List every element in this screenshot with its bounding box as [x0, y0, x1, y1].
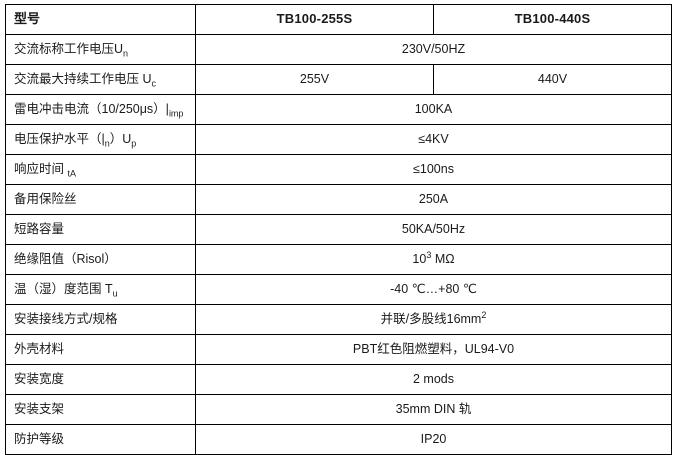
row-value-cell: -40 ℃…+80 ℃	[195, 274, 672, 305]
row-label-cell: 安装宽度	[5, 364, 196, 395]
row-label-cell: 响应时间 tA	[5, 154, 196, 185]
table-row: 安装支架 35mm DIN 轨	[5, 394, 672, 425]
row-label-cell: 电压保护水平（|n）Up	[5, 124, 196, 155]
table-row: 外壳材料 PBT红色阻燃塑料，UL94-V0	[5, 334, 672, 365]
header-model-b-cell: TB100-440S	[433, 4, 672, 35]
table-row: 交流最大持续工作电压 Uc 255V 440V	[5, 64, 672, 95]
row-value-cell-model-a: 255V	[195, 64, 434, 95]
table-row: 安装接线方式/规格 并联/多股线16mm2	[5, 304, 672, 335]
header-label-cell: 型号	[5, 4, 196, 35]
row-value-cell: ≤100ns	[195, 154, 672, 185]
row-value-cell: 35mm DIN 轨	[195, 394, 672, 425]
table-row: 雷电冲击电流（10/250μs）|imp 100KA	[5, 94, 672, 125]
row-value-cell: 并联/多股线16mm2	[195, 304, 672, 335]
row-value-cell: IP20	[195, 424, 672, 455]
table-row: 防护等级 IP20	[5, 424, 672, 455]
table-row: 绝缘阻值（Risol） 103 MΩ	[5, 244, 672, 275]
row-value-cell: 103 MΩ	[195, 244, 672, 275]
table-header-row: 型号 TB100-255S TB100-440S	[5, 4, 672, 35]
row-label-cell: 交流标称工作电压Un	[5, 34, 196, 65]
specification-table-container: 型号 TB100-255S TB100-440S 交流标称工作电压Un 230V/…	[5, 4, 672, 455]
specification-table: 型号 TB100-255S TB100-440S 交流标称工作电压Un 230V/…	[5, 4, 672, 455]
row-label-cell: 雷电冲击电流（10/250μs）|imp	[5, 94, 196, 125]
row-label-cell: 温（湿）度范围 Tu	[5, 274, 196, 305]
row-value-cell-model-b: 440V	[433, 64, 672, 95]
row-value-cell: 50KA/50Hz	[195, 214, 672, 245]
table-row: 备用保险丝 250A	[5, 184, 672, 215]
row-label-cell: 短路容量	[5, 214, 196, 245]
row-value-cell: ≤4KV	[195, 124, 672, 155]
row-label-cell: 外壳材料	[5, 334, 196, 365]
row-value-cell: 230V/50HZ	[195, 34, 672, 65]
table-row: 电压保护水平（|n）Up ≤4KV	[5, 124, 672, 155]
row-label-cell: 安装接线方式/规格	[5, 304, 196, 335]
row-label-cell: 安装支架	[5, 394, 196, 425]
row-value-cell: PBT红色阻燃塑料，UL94-V0	[195, 334, 672, 365]
row-label-cell: 备用保险丝	[5, 184, 196, 215]
row-label-cell: 绝缘阻值（Risol）	[5, 244, 196, 275]
row-label-cell: 交流最大持续工作电压 Uc	[5, 64, 196, 95]
row-value-cell: 100KA	[195, 94, 672, 125]
table-row: 温（湿）度范围 Tu -40 ℃…+80 ℃	[5, 274, 672, 305]
row-value-cell: 250A	[195, 184, 672, 215]
table-row: 短路容量 50KA/50Hz	[5, 214, 672, 245]
specification-table-body: 型号 TB100-255S TB100-440S 交流标称工作电压Un 230V/…	[5, 4, 672, 455]
table-row: 交流标称工作电压Un 230V/50HZ	[5, 34, 672, 65]
header-model-a-cell: TB100-255S	[195, 4, 434, 35]
row-value-cell: 2 mods	[195, 364, 672, 395]
table-row: 响应时间 tA ≤100ns	[5, 154, 672, 185]
table-row: 安装宽度 2 mods	[5, 364, 672, 395]
row-label-cell: 防护等级	[5, 424, 196, 455]
